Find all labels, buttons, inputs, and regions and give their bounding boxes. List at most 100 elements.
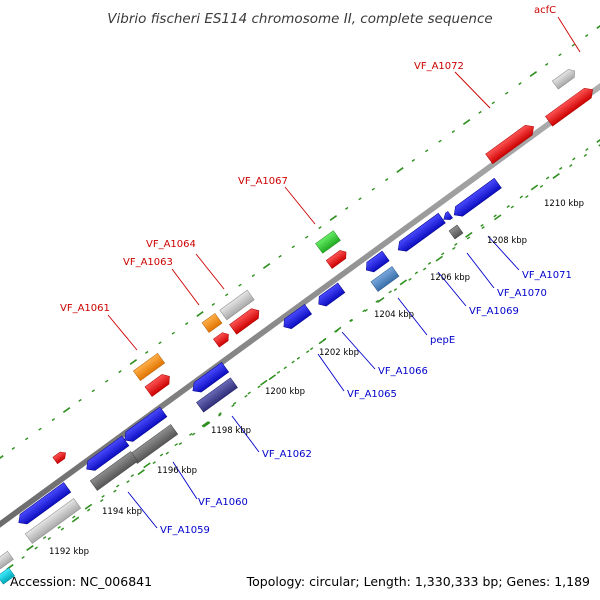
tick-mark [545, 62, 549, 66]
tick-mark [427, 261, 432, 265]
gene-vf-a1061[interactable] [132, 352, 166, 382]
tick-mark [318, 226, 322, 230]
gene-pepe-blue[interactable] [363, 250, 390, 275]
tick-mark [408, 277, 412, 281]
tick-mark [262, 263, 271, 269]
gene-vf-a1069[interactable] [395, 212, 446, 254]
tick-mark [425, 149, 429, 153]
tick-mark [244, 394, 248, 398]
gene-vf-a1071[interactable] [451, 177, 502, 219]
tick-mark [539, 184, 544, 188]
label-vf-a1067[interactable]: VF_A1067 [238, 176, 288, 187]
tick-mark [211, 302, 215, 306]
gene-edge-gray[interactable] [0, 550, 14, 570]
tick-mark [438, 139, 442, 143]
tick-mark [396, 167, 404, 173]
label-vf-a1066[interactable]: VF_A1066 [378, 366, 428, 377]
gene-vf-a1060-c[interactable] [89, 451, 139, 491]
tick-mark [42, 536, 47, 540]
gene-small-red[interactable] [52, 450, 68, 465]
tick-mark [388, 290, 392, 294]
tick-mark [268, 374, 276, 381]
label-vf-a1065[interactable]: VF_A1065 [347, 389, 397, 400]
tick-mark [71, 516, 80, 523]
gene-vf-a1063-red[interactable] [213, 330, 231, 348]
tick-mark [393, 288, 398, 292]
tick-label-1192: 1192 kbp [49, 547, 89, 557]
tick-mark [178, 442, 183, 446]
gene-pepe[interactable] [370, 266, 400, 292]
label-vf-a1061[interactable]: VF_A1061 [60, 303, 110, 314]
gene-vf-a1067-red[interactable] [325, 248, 349, 269]
gene-vf-a1062[interactable] [196, 377, 238, 413]
tick-mark [478, 110, 482, 114]
gene-vf-a1064[interactable] [219, 289, 255, 321]
tick-mark [491, 101, 495, 105]
tick-mark [505, 91, 509, 95]
tick-mark [113, 489, 117, 493]
tick-label-1208: 1208 kbp [487, 236, 527, 246]
tick-mark [247, 391, 251, 395]
tick-mark [598, 144, 600, 147]
tick-mark [51, 418, 55, 422]
label-vf-a1069[interactable]: VF_A1069 [469, 306, 519, 317]
gene-vf-a1064-red[interactable] [229, 306, 263, 335]
gene-edge-cyan[interactable] [0, 567, 15, 585]
gene-acfc[interactable] [552, 67, 577, 90]
label-vf-a1059[interactable]: VF_A1059 [160, 525, 210, 536]
tick-mark [130, 474, 135, 478]
gene-vf-a1072-arrow[interactable] [545, 85, 596, 127]
label-acfc[interactable]: acfC [534, 5, 556, 16]
tick-mark [25, 437, 29, 441]
tick-mark [218, 413, 222, 417]
tick-mark [251, 274, 255, 278]
tick-mark [129, 359, 138, 365]
gene-vf-a1067[interactable] [315, 230, 341, 254]
tick-mark [278, 254, 282, 258]
tick-mark [47, 537, 52, 541]
tick-mark [196, 311, 204, 317]
tick-mark [585, 148, 589, 151]
tick-mark [493, 214, 502, 221]
gene-vf-a1059-blue[interactable] [15, 482, 72, 528]
label-vf-a1064[interactable]: VF_A1064 [146, 239, 196, 250]
label-vf-a1063[interactable]: VF_A1063 [123, 257, 173, 268]
gene-vf-a1059[interactable] [24, 498, 82, 544]
tick-mark [329, 215, 338, 221]
label-vf-a1070[interactable]: VF_A1070 [497, 288, 547, 299]
tick-mark [362, 309, 366, 313]
tick-mark [78, 398, 82, 402]
topology-text: Topology: circular; Length: 1,330,333 bp… [246, 574, 590, 589]
label-vf-a1072[interactable]: VF_A1072 [414, 61, 464, 72]
tick-mark [510, 205, 514, 209]
gene-vf-a1062-blue[interactable] [189, 362, 230, 395]
gene-vf-a1061-red[interactable] [144, 372, 173, 397]
tick-mark [552, 173, 560, 179]
label-pepe[interactable]: pepE [430, 335, 455, 346]
gene-vf-a1065[interactable] [280, 303, 313, 331]
gene-vf-a1063[interactable] [201, 313, 223, 333]
gene-vf-a1066[interactable] [315, 282, 346, 309]
tick-mark [86, 508, 91, 512]
label-vf-a1071[interactable]: VF_A1071 [522, 270, 572, 281]
gene-vf-a1072[interactable] [485, 122, 538, 165]
tick-mark [101, 494, 105, 498]
gene-vf-a1060-b[interactable] [83, 435, 130, 474]
tick-mark [399, 279, 408, 286]
tick-track-far [26, 144, 600, 551]
label-vf-a1060[interactable]: VF_A1060 [198, 497, 248, 508]
tick-mark [462, 119, 471, 125]
tick-mark [11, 446, 15, 450]
tick-mark [318, 338, 327, 345]
gene-vf-a1060-blue[interactable] [121, 406, 168, 445]
gene-vf-a1070[interactable] [441, 211, 453, 222]
tick-mark [159, 453, 164, 457]
tick-mark [358, 197, 362, 201]
tick-mark [143, 462, 151, 469]
tick-mark [0, 455, 4, 459]
gene-vf-a1070-gray[interactable] [448, 224, 464, 240]
label-vf-a1062[interactable]: VF_A1062 [262, 449, 312, 460]
tick-mark [572, 157, 576, 161]
tick-mark [377, 297, 385, 303]
tick-mark [137, 469, 145, 476]
